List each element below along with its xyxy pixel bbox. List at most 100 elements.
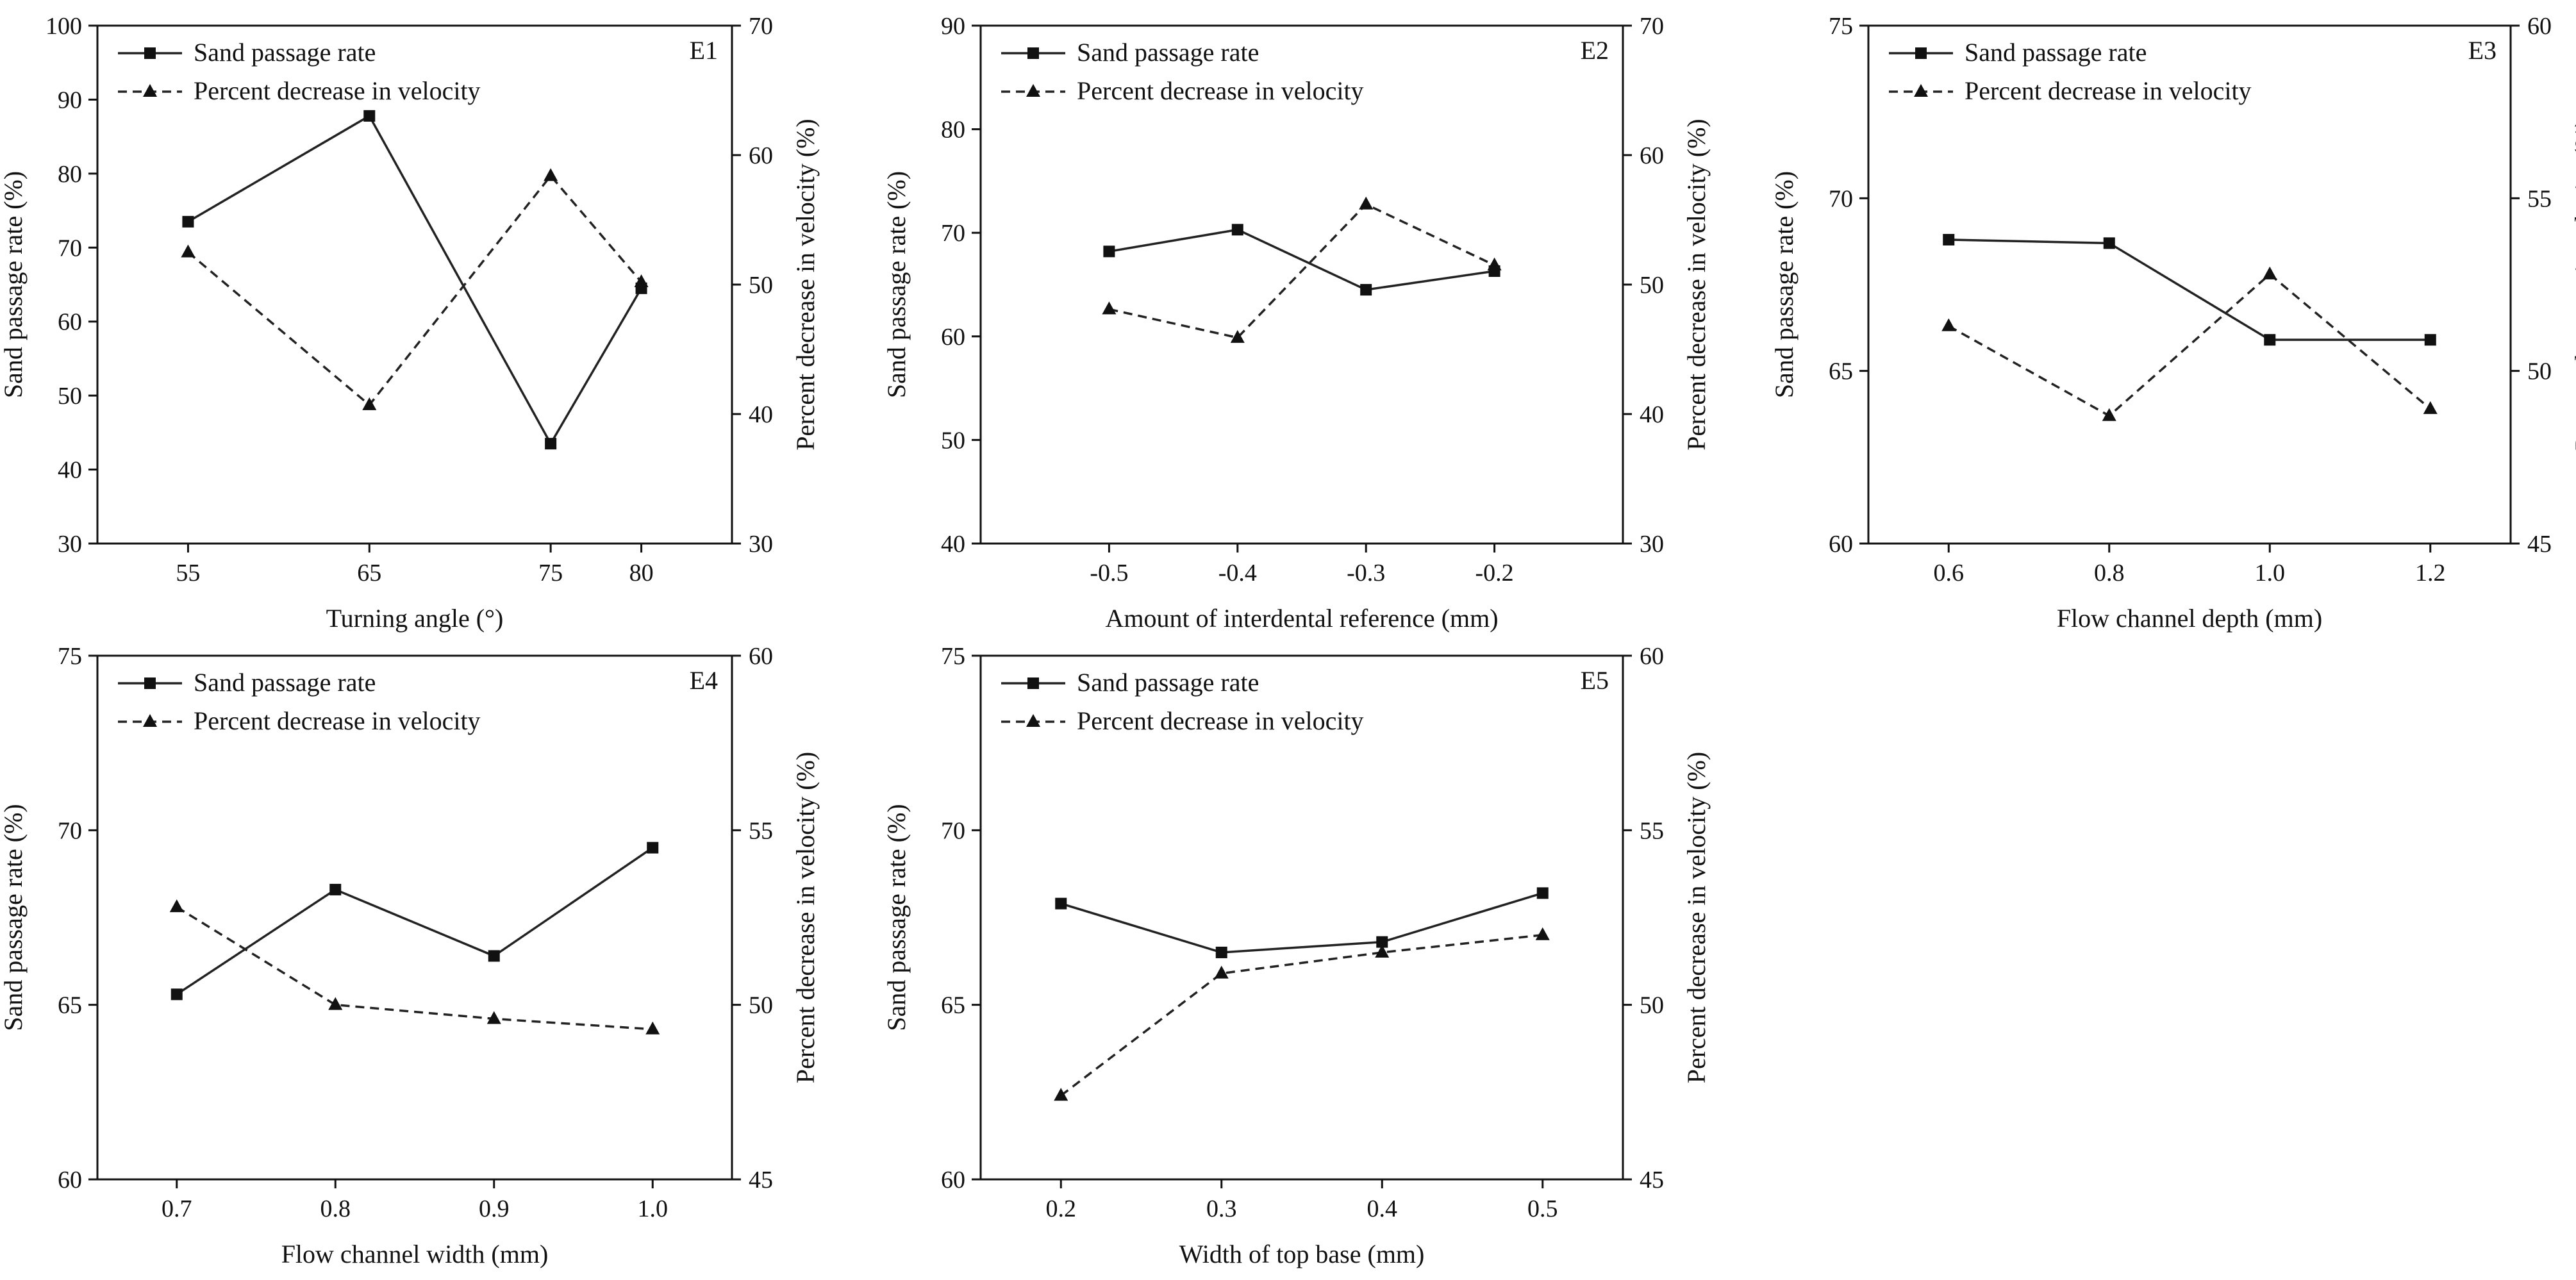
y-right-tick-label: 30 (749, 531, 773, 558)
legend-triangle-marker (1026, 714, 1040, 727)
series-line-sand-passage-rate (1109, 228, 1495, 291)
y-left-tick-label: 90 (58, 87, 82, 113)
series-line-sand-passage-rate (187, 114, 643, 446)
data-point-triangle (1214, 965, 1229, 979)
y-right-tick-label: 70 (1640, 13, 1664, 40)
x-axis-title: Width of top base (mm) (1179, 1240, 1425, 1268)
data-point-square (363, 110, 376, 122)
y-left-tick-label: 65 (58, 992, 82, 1019)
data-point-square (182, 215, 194, 228)
y-left-tick-label: 75 (58, 643, 82, 670)
legend-triangle-marker (1026, 84, 1040, 97)
data-point-square (1360, 284, 1372, 296)
y-right-axis-title: Percent decrease in velocity (%) (1682, 119, 1711, 451)
y-left-tick-label: 40 (941, 531, 965, 558)
x-tick-label: 0.8 (320, 1195, 351, 1222)
y-left-tick-label: 80 (941, 117, 965, 144)
legend-triangle-marker (143, 714, 157, 727)
y-left-tick-label: 60 (58, 1167, 82, 1193)
y-right-tick-label: 50 (1640, 992, 1664, 1019)
plot-frame (979, 654, 1624, 1181)
y-left-tick-label: 60 (58, 309, 82, 336)
x-tick-label: 0.3 (1206, 1195, 1237, 1222)
y-left-tick-label: 70 (58, 817, 82, 844)
data-point-square (170, 988, 183, 1001)
y-left-tick-label: 50 (941, 427, 965, 454)
series-line-percent-decrease-velocity (1109, 203, 1495, 339)
y-left-tick-label: 75 (941, 643, 965, 670)
x-tick-label: 0.7 (162, 1195, 192, 1222)
legend-square-marker (144, 677, 156, 689)
x-axis-title: Amount of interdental reference (mm) (1105, 604, 1498, 633)
y-right-tick-label: 55 (2527, 185, 2552, 212)
y-right-axis-title: Percent decrease in velocity (%) (791, 752, 820, 1084)
data-point-triangle (544, 168, 558, 181)
y-right-tick-label: 40 (749, 401, 773, 428)
y-left-tick-label: 90 (941, 13, 965, 40)
x-tick-label: 1.0 (2255, 560, 2286, 586)
y-left-tick-label: 65 (1829, 358, 1853, 385)
y-left-axis-title: Sand passage rate (%) (0, 804, 28, 1031)
data-point-triangle (1102, 301, 1117, 315)
series-line-percent-decrease-velocity (1060, 933, 1543, 1097)
x-tick-label: 0.6 (1934, 560, 1965, 586)
plot-frame (96, 654, 733, 1181)
y-left-tick-label: 40 (58, 457, 82, 484)
data-point-square (1231, 224, 1243, 236)
series-line-sand-passage-rate (1060, 892, 1543, 954)
series-line-percent-decrease-velocity (1948, 272, 2431, 417)
y-right-tick-label: 50 (749, 992, 773, 1019)
data-point-square (488, 950, 500, 962)
x-tick-label: 0.8 (2094, 560, 2125, 586)
legend-square-marker (144, 47, 156, 59)
x-tick-label: -0.5 (1090, 560, 1128, 586)
y-left-tick-label: 75 (1829, 13, 1853, 40)
x-tick-label: 1.2 (2415, 560, 2446, 586)
y-left-tick-label: 100 (46, 13, 82, 40)
data-point-triangle (169, 899, 184, 913)
data-point-triangle (1054, 1088, 1068, 1101)
data-point-square (647, 842, 659, 854)
panel-label: E3 (2468, 36, 2497, 65)
legend-label: Sand passage rate (1965, 38, 2147, 67)
panel-e2: 40 50 60 70 80 90 30 40 50 60 70 -0.5 -0.4 -0.3 -0.2 Am… (882, 13, 1711, 633)
legend-label: Percent decrease in velocity (194, 76, 481, 105)
series-line-percent-decrease-velocity (187, 174, 642, 407)
plot-frame (1867, 24, 2512, 545)
legend-label: Percent decrease in velocity (1077, 706, 1364, 735)
y-left-tick-label: 30 (58, 531, 82, 558)
data-point-square (2424, 334, 2436, 346)
y-left-tick-label: 80 (58, 161, 82, 188)
y-left-tick-label: 60 (941, 324, 965, 351)
legend-triangle-marker (143, 84, 157, 97)
y-left-axis-title: Sand passage rate (%) (0, 171, 28, 398)
y-left-tick-label: 50 (58, 383, 82, 410)
y-left-tick-label: 70 (941, 220, 965, 247)
legend-label: Sand passage rate (194, 38, 376, 67)
data-point-triangle (328, 997, 343, 1010)
data-point-triangle (1230, 329, 1245, 343)
legend-triangle-marker (1914, 84, 1928, 97)
y-left-tick-label: 70 (1829, 185, 1853, 212)
panel-e5: 60 65 70 75 45 50 55 60 0.2 0.3 0.4 0.5 Width of top… (882, 643, 1711, 1268)
legend-square-marker (1027, 677, 1039, 689)
data-point-square (1103, 245, 1115, 258)
data-point-square (545, 438, 557, 450)
y-right-tick-label: 50 (1640, 272, 1664, 299)
data-point-triangle (1487, 257, 1502, 270)
data-point-square (1536, 887, 1549, 899)
x-axis-title: Flow channel depth (mm) (2057, 604, 2322, 633)
y-right-tick-label: 55 (749, 817, 773, 844)
y-left-tick-label: 60 (941, 1167, 965, 1193)
y-right-tick-label: 60 (1640, 643, 1664, 670)
x-tick-label: 65 (357, 560, 381, 586)
series-line-sand-passage-rate (1949, 238, 2431, 341)
legend-label: Percent decrease in velocity (1077, 76, 1364, 105)
y-right-tick-label: 70 (749, 13, 773, 40)
panel-e1: 30 40 50 60 70 80 90 100 30 40 50 60 70 55 65 75 80 Turni… (0, 13, 820, 633)
data-point-square (1215, 946, 1227, 958)
y-right-tick-label: 45 (2527, 531, 2552, 558)
y-left-axis-title: Sand passage rate (%) (882, 804, 911, 1031)
x-tick-label: 55 (176, 560, 200, 586)
